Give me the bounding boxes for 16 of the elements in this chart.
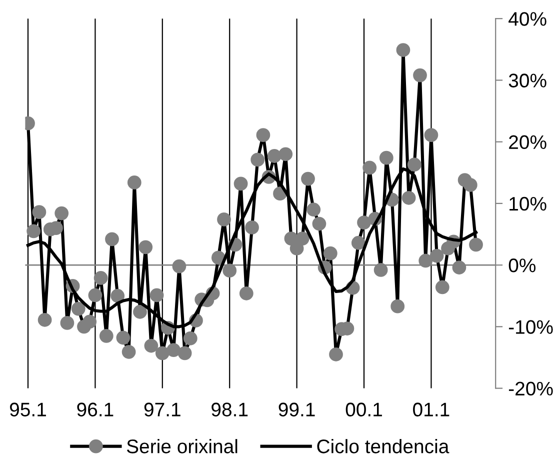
y-tick-label: -10% bbox=[508, 320, 553, 334]
y-tick-label: 30% bbox=[508, 74, 546, 88]
x-tick-label: 97.1 bbox=[144, 402, 180, 416]
legend-label: Ciclo tendencia bbox=[317, 439, 450, 454]
x-tick-label: 95.1 bbox=[10, 402, 46, 416]
x-tick-label: 96.1 bbox=[77, 402, 114, 416]
x-tick-label: 98.1 bbox=[212, 402, 248, 416]
y-tick-label: 20% bbox=[509, 135, 546, 150]
y-tick-label: -20% bbox=[508, 382, 553, 396]
legend-label: Serie orixinal bbox=[126, 439, 238, 454]
y-tick-label: 40% bbox=[508, 12, 546, 26]
x-tick-label: 01.1 bbox=[413, 402, 450, 416]
x-tick-label: 00.1 bbox=[346, 402, 382, 416]
x-tick-label: 99.1 bbox=[278, 402, 315, 416]
y-tick-label: 0% bbox=[508, 258, 536, 272]
y-tick-label: 10% bbox=[510, 196, 546, 211]
